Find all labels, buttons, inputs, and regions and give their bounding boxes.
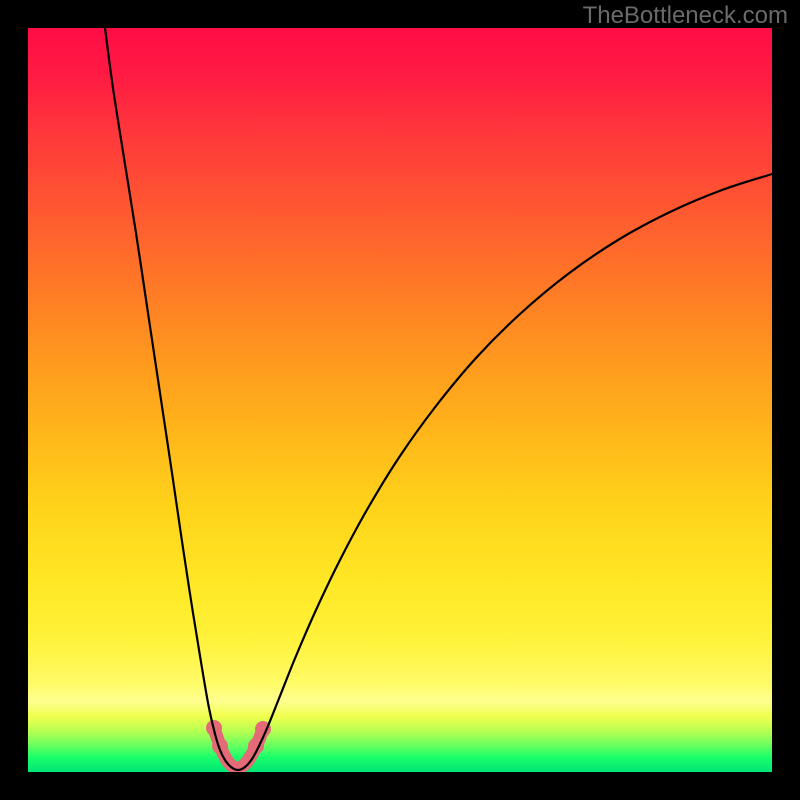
curves-layer bbox=[28, 28, 772, 772]
chart-stage: TheBottleneck.com bbox=[0, 0, 800, 800]
watermark-text: TheBottleneck.com bbox=[583, 2, 788, 30]
plot-area bbox=[28, 28, 772, 772]
bottleneck-curve bbox=[105, 28, 772, 770]
